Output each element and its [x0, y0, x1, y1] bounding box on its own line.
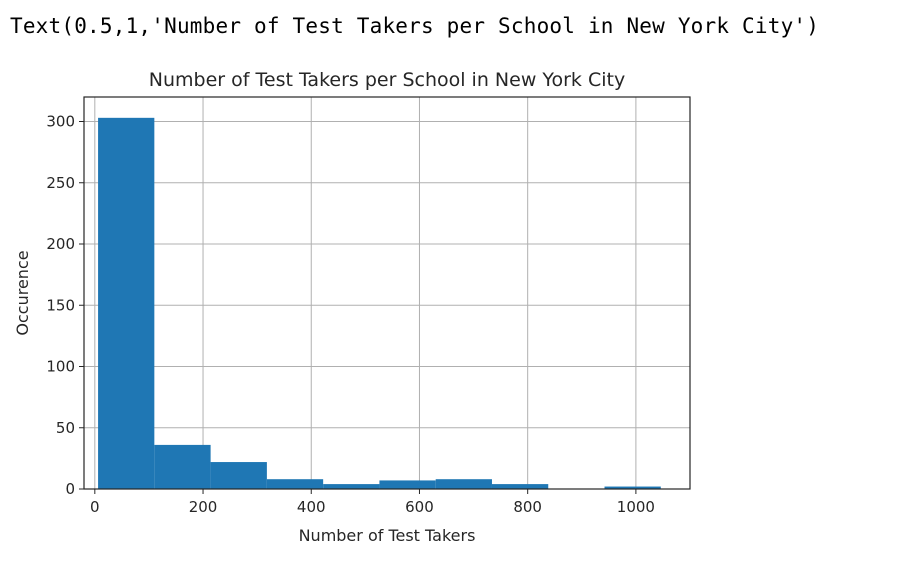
x-tick-label: 200 [189, 498, 218, 516]
histogram-bar [379, 480, 436, 489]
x-axis-label: Number of Test Takers [299, 526, 476, 545]
histogram-bars [98, 117, 661, 489]
x-tick-label: 800 [513, 498, 542, 516]
histogram-bar [323, 484, 380, 489]
grid-lines [84, 97, 690, 490]
y-axis-label: Occurence [13, 250, 32, 335]
y-tick-label: 250 [46, 174, 75, 192]
y-tick-label: 100 [46, 358, 75, 376]
histogram-bar [266, 479, 324, 489]
cell-output-text: Text(0.5,1,'Number of Test Takers per Sc… [10, 14, 820, 38]
histogram-bar [491, 484, 549, 489]
x-tick-label: 400 [297, 498, 326, 516]
x-tick-label: 600 [405, 498, 434, 516]
histogram-bar [98, 117, 155, 489]
histogram-bar [604, 486, 661, 489]
y-tick-label: 150 [46, 296, 75, 314]
y-tick-label: 200 [46, 235, 75, 253]
x-tick-label: 1000 [617, 498, 655, 516]
histogram-bar [210, 462, 267, 489]
histogram-bar [154, 444, 211, 489]
plot-area-frame [83, 96, 691, 490]
chart-title: Number of Test Takers per School in New … [149, 69, 625, 91]
y-tick-label: 50 [56, 419, 75, 437]
y-tick-label: 300 [46, 113, 75, 131]
axis-ticks: 0 200 400 600 800 1000 0 50 100 150 200 250 300 [46, 113, 655, 517]
histogram-bar [435, 479, 492, 489]
y-tick-label: 0 [65, 480, 75, 498]
x-tick-label: 0 [90, 498, 100, 516]
